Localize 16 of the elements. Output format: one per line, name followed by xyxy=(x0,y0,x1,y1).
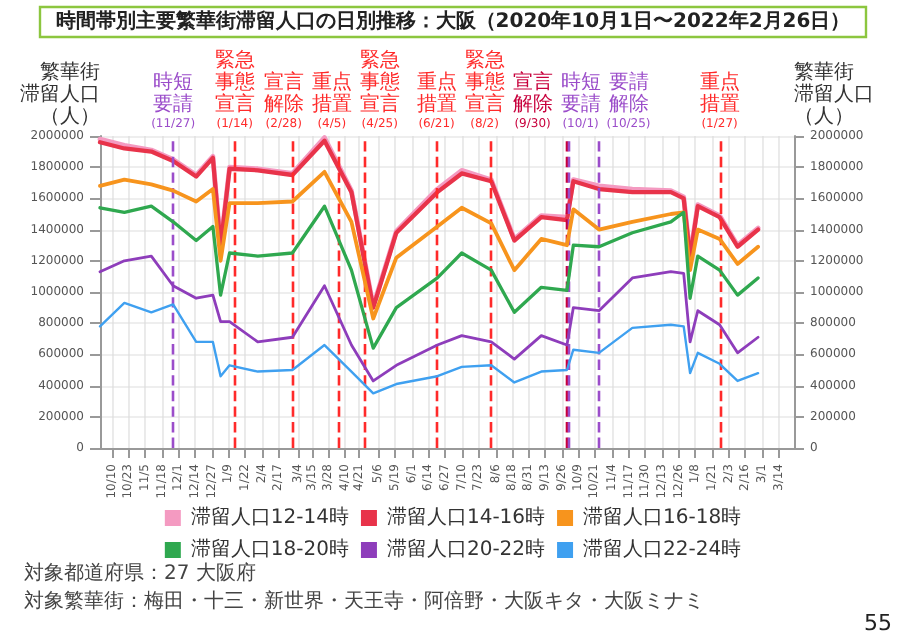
legend-label: 滞留人口14-16時 xyxy=(386,505,546,529)
legend-label: 滞留人口16-18時 xyxy=(583,505,742,529)
legend-label: 滞留人口22-24時 xyxy=(583,537,742,561)
legend-label: 滞留人口20-22時 xyxy=(386,537,546,561)
line-series xyxy=(98,204,760,350)
line-series xyxy=(98,301,760,395)
legend-label: 滞留人口12-14時 xyxy=(190,505,349,529)
chart-title: 時間帯別主要繁華街滞留人口の日別推移：大阪（2020年10月1日〜2022年2月26日） xyxy=(55,9,851,33)
legend-label: 滞留人口18-20時 xyxy=(190,537,349,561)
line-series xyxy=(98,254,760,383)
y2-axis-title: 繁華街滞留人口（人） xyxy=(794,60,874,128)
text: 対象繁華街：梅田・十三・新世界・天王寺・阿倍野・大阪キタ・大阪ミナミ xyxy=(24,589,704,613)
line-series xyxy=(98,169,760,321)
text: 対象都道府県：27 大阪府 xyxy=(24,561,256,585)
text: 55 xyxy=(864,610,892,636)
y-axis-title: 繁華街滞留人口（人） xyxy=(20,60,100,128)
